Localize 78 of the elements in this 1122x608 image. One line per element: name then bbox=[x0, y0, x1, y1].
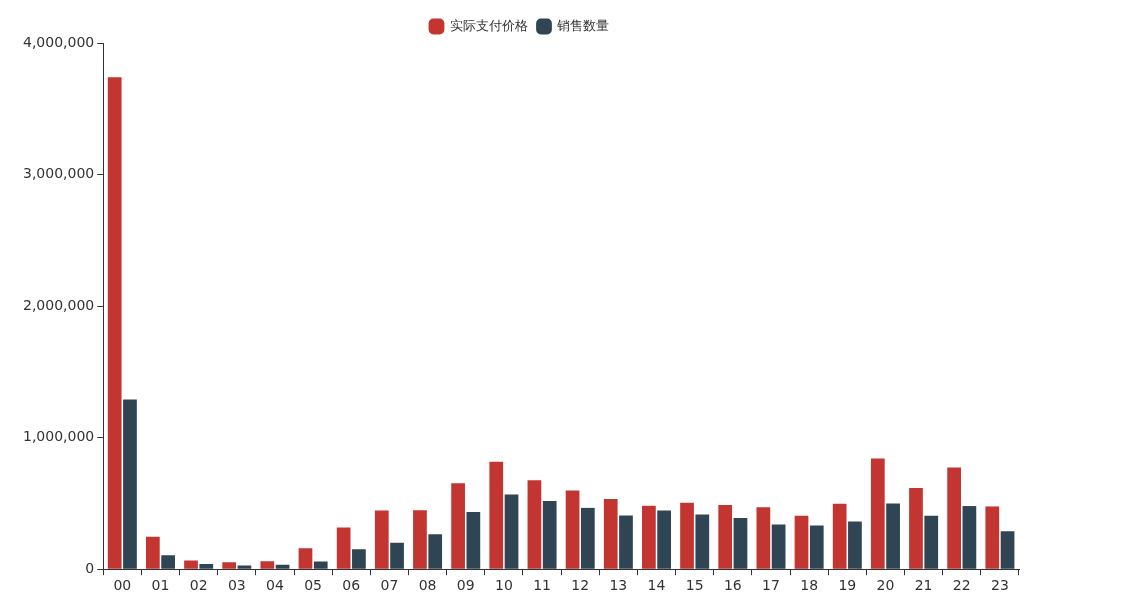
x-tick-label: 05 bbox=[304, 577, 323, 594]
bar bbox=[298, 548, 313, 569]
bar bbox=[642, 505, 656, 569]
x-tick-label: 14 bbox=[647, 577, 666, 594]
x-tick-label: 04 bbox=[266, 577, 284, 594]
bar bbox=[619, 515, 633, 569]
bar bbox=[771, 524, 786, 569]
bar bbox=[733, 517, 748, 569]
bar bbox=[947, 467, 961, 569]
bar bbox=[199, 564, 214, 569]
bar bbox=[909, 488, 923, 569]
x-tick-label: 18 bbox=[800, 577, 819, 594]
bar bbox=[565, 490, 580, 569]
y-tick-label: 3,000,000 bbox=[22, 165, 95, 182]
x-tick-label: 12 bbox=[571, 577, 590, 594]
x-tick-label: 01 bbox=[151, 577, 170, 594]
bar bbox=[832, 503, 847, 569]
bar bbox=[924, 515, 939, 569]
x-tick-label: 03 bbox=[227, 577, 246, 594]
bar bbox=[680, 502, 694, 569]
bar bbox=[1000, 531, 1015, 569]
bar bbox=[313, 561, 328, 569]
bar bbox=[374, 510, 389, 569]
legend-label: 销售数量 bbox=[556, 17, 609, 33]
bar bbox=[794, 515, 809, 569]
x-tick-label: 00 bbox=[113, 577, 132, 594]
x-tick-label: 06 bbox=[342, 577, 361, 594]
y-tick-label: 1,000,000 bbox=[22, 428, 95, 445]
x-tick-label: 11 bbox=[533, 577, 551, 594]
x-tick-label: 23 bbox=[991, 577, 1009, 594]
bar bbox=[756, 507, 771, 569]
bar bbox=[695, 514, 710, 569]
bar bbox=[848, 521, 862, 569]
bar bbox=[580, 507, 595, 569]
bar bbox=[489, 461, 504, 569]
y-tick-label: 0 bbox=[85, 559, 95, 576]
bar bbox=[107, 77, 122, 569]
bar bbox=[886, 503, 900, 569]
bar bbox=[123, 399, 137, 569]
bar bbox=[809, 525, 824, 569]
bar bbox=[657, 510, 672, 569]
legend-label: 实际支付价格 bbox=[449, 17, 528, 33]
bar bbox=[336, 527, 351, 569]
y-tick-label: 2,000,000 bbox=[22, 296, 95, 313]
bar bbox=[962, 506, 977, 569]
bar bbox=[352, 549, 366, 569]
bar bbox=[428, 534, 443, 569]
bar bbox=[145, 536, 160, 569]
x-tick-label: 19 bbox=[838, 577, 857, 594]
x-tick-label: 07 bbox=[380, 577, 399, 594]
x-tick-label: 13 bbox=[609, 577, 628, 594]
x-tick-label: 08 bbox=[418, 577, 437, 594]
bar bbox=[184, 560, 198, 569]
bar bbox=[527, 480, 542, 569]
x-tick-label: 20 bbox=[876, 577, 895, 594]
bar bbox=[260, 561, 275, 569]
bar bbox=[542, 500, 557, 569]
bar bbox=[718, 505, 733, 569]
x-tick-label: 09 bbox=[456, 577, 475, 594]
bar bbox=[870, 458, 885, 569]
x-tick-label: 02 bbox=[189, 577, 208, 594]
bar bbox=[504, 494, 519, 569]
bar bbox=[413, 510, 427, 569]
x-tick-label: 10 bbox=[494, 577, 513, 594]
x-tick-label: 22 bbox=[952, 577, 971, 594]
bar bbox=[161, 555, 175, 569]
bar bbox=[222, 562, 237, 569]
bar bbox=[390, 542, 404, 569]
y-tick-label: 4,000,000 bbox=[22, 33, 95, 50]
x-tick-label: 15 bbox=[685, 577, 704, 594]
x-tick-label: 17 bbox=[762, 577, 780, 594]
bar bbox=[603, 499, 618, 569]
bar bbox=[466, 512, 481, 569]
x-tick-label: 21 bbox=[914, 577, 933, 594]
bar bbox=[985, 506, 1000, 569]
bar bbox=[275, 564, 290, 569]
bar bbox=[451, 483, 465, 569]
x-tick-label: 16 bbox=[723, 577, 742, 594]
